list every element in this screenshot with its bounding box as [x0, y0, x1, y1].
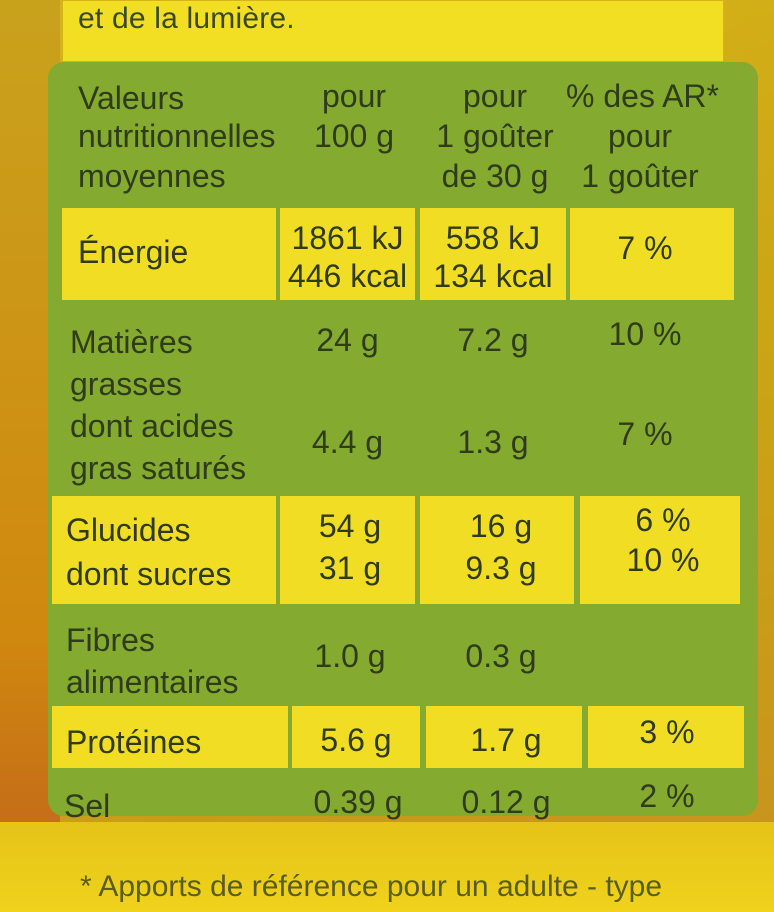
- header-ar-line2: pour: [607, 118, 673, 154]
- energie-per30-kj: 558 kJ: [445, 220, 541, 256]
- cell-energie-per30: [420, 208, 566, 300]
- matieres-per100: 24 g: [316, 322, 379, 358]
- acides-label-line1: dont acides: [70, 408, 234, 444]
- glucides-label: Glucides: [66, 512, 191, 548]
- header-ar-line3: 1 goûter: [581, 158, 699, 194]
- energie-per30-kcal: 134 kcal: [433, 258, 553, 294]
- cell-energie-label: [62, 208, 276, 300]
- bottom-band: [0, 822, 774, 912]
- cell-energie-per100: [280, 208, 415, 300]
- cell-glucides-per100: [280, 496, 415, 604]
- fibres-per100: 1.0 g: [314, 638, 386, 674]
- energie-per100-kj: 1861 kJ: [291, 220, 404, 256]
- header-ar-line1: % des AR*: [566, 78, 719, 114]
- glucides-per100: 54 g: [318, 508, 382, 544]
- header-per30-line3: de 30 g: [441, 158, 549, 194]
- instruction-box: [62, 0, 724, 62]
- fibres-per30: 0.3 g: [465, 638, 537, 674]
- header-per100-line1: pour: [321, 78, 387, 114]
- acides-per100: 4.4 g: [311, 424, 384, 460]
- fibres-label-line1: Fibres: [66, 622, 155, 658]
- header-per30-line1: pour: [462, 78, 528, 114]
- sucres-ar: 10 %: [626, 542, 700, 578]
- nutrition-table: [48, 62, 758, 816]
- header-label-line3: moyennes: [78, 158, 226, 194]
- sucres-label: dont sucres: [66, 556, 232, 592]
- glucides-ar: 6 %: [635, 502, 691, 538]
- footnote-text: * Apports de référence pour un adulte - …: [80, 870, 663, 903]
- matieres-label-line2: grasses: [70, 366, 183, 402]
- matieres-label-line1: Matières: [70, 324, 193, 360]
- cell-proteines-label: [52, 706, 288, 768]
- header-label-line1: Valeurs: [78, 80, 185, 116]
- cell-glucides-per30: [420, 496, 574, 604]
- header-per30-line2: 1 goûter: [436, 118, 554, 154]
- cell-proteines-per30: [426, 706, 582, 768]
- cell-glucides-ar: [580, 496, 740, 604]
- glucides-per30: 16 g: [469, 508, 533, 544]
- energie-label: Énergie: [78, 234, 189, 270]
- sel-per30: 0.12 g: [461, 784, 551, 820]
- energie-ar: 7 %: [617, 230, 673, 266]
- sucres-per30: 9.3 g: [465, 550, 537, 586]
- acides-label-line2: gras saturés: [70, 450, 247, 486]
- energie-per100-kcal: 446 kcal: [287, 258, 408, 294]
- sel-ar: 2 %: [639, 778, 695, 814]
- matieres-per30: 7.2 g: [457, 322, 529, 358]
- cell-proteines-ar: [588, 706, 744, 768]
- sel-label: Sel: [64, 788, 111, 824]
- proteines-ar: 3 %: [639, 714, 695, 750]
- sucres-per100: 31 g: [318, 550, 382, 586]
- cell-glucides-label: [52, 496, 276, 604]
- cell-energie-ar: [570, 208, 734, 300]
- instruction-text: et de la lumière.: [78, 2, 295, 35]
- matieres-ar: 10 %: [608, 316, 682, 352]
- header-label-line2: nutritionnelles: [78, 118, 276, 154]
- acides-ar: 7 %: [617, 416, 673, 452]
- acides-per30: 1.3 g: [457, 424, 529, 460]
- proteines-per100: 5.6 g: [320, 722, 392, 758]
- proteines-per30: 1.7 g: [470, 722, 542, 758]
- sel-per100: 0.39 g: [313, 784, 403, 820]
- cell-proteines-per100: [292, 706, 420, 768]
- fibres-label-line2: alimentaires: [66, 664, 239, 700]
- proteines-label: Protéines: [66, 724, 202, 760]
- header-per100-line2: 100 g: [313, 118, 395, 154]
